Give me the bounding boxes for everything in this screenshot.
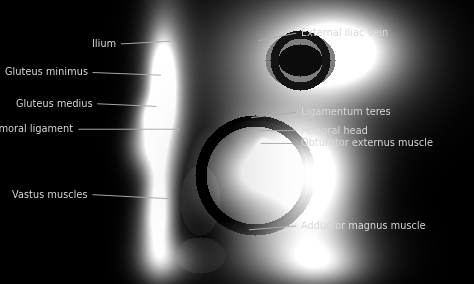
Text: Gluteus minimus: Gluteus minimus [5, 67, 88, 78]
Text: Obturator externus muscle: Obturator externus muscle [301, 138, 433, 149]
Text: External iliac vein: External iliac vein [301, 28, 388, 38]
Text: Femoral head: Femoral head [301, 126, 368, 136]
Text: Vastus muscles: Vastus muscles [12, 189, 88, 200]
Text: Adductor magnus muscle: Adductor magnus muscle [301, 221, 426, 231]
Text: Ilium: Ilium [92, 39, 116, 49]
Text: Gluteus medius: Gluteus medius [16, 99, 92, 109]
Text: Iliofemoral ligament: Iliofemoral ligament [0, 124, 73, 134]
Text: Ligamentum teres: Ligamentum teres [301, 107, 391, 117]
